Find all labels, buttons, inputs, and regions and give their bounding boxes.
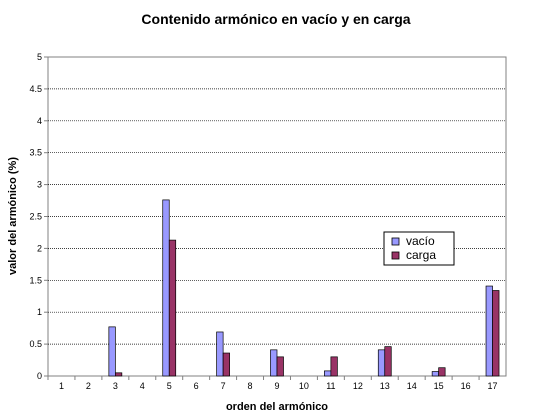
chart-title: Contenido armónico en vacío y en carga — [141, 11, 410, 27]
legend-swatch-carga — [391, 251, 400, 260]
bar-carga — [384, 346, 392, 377]
y-tick-label: 4 — [37, 116, 42, 126]
x-tick-label: 12 — [353, 381, 363, 391]
x-tick-label: 17 — [488, 381, 498, 391]
legend-box — [383, 231, 455, 266]
y-tick-label: 3 — [37, 180, 42, 190]
x-tick-label: 14 — [407, 381, 417, 391]
x-tick-label: 7 — [221, 381, 226, 391]
bar-carga — [115, 372, 123, 377]
x-tick-label: 10 — [299, 381, 309, 391]
x-tick-label: 3 — [113, 381, 118, 391]
bar-carga — [222, 352, 230, 377]
bar-carga — [330, 356, 338, 377]
bar-vacio — [431, 371, 439, 377]
bar-carga — [438, 367, 446, 377]
grid-lines — [44, 56, 506, 380]
y-tick-label: 2.5 — [29, 212, 42, 222]
y-tick-label: 3.5 — [29, 148, 42, 158]
bar-vacio — [108, 326, 116, 377]
y-tick-label: 5 — [37, 52, 42, 62]
y-tick-label: 1 — [37, 307, 42, 317]
x-tick-label: 6 — [194, 381, 199, 391]
legend-label-vacio: vacío — [406, 234, 435, 248]
bar-vacio — [216, 331, 224, 377]
x-tick-label: 5 — [167, 381, 172, 391]
y-tick-label: 1.5 — [29, 275, 42, 285]
x-tick-label: 8 — [248, 381, 253, 391]
legend-label-carga: carga — [406, 248, 436, 262]
legend: vacío carga — [383, 231, 455, 266]
x-tick-label: 2 — [86, 381, 91, 391]
bar-vacio — [324, 370, 332, 377]
y-tick-labels: 0 0.5 1 1.5 2 2.5 3 3.5 4 4.5 5 — [29, 52, 42, 381]
x-tick-labels: 1 2 3 4 5 6 7 8 9 10 11 12 13 14 15 16 17 — [59, 381, 498, 391]
y-axis-title: valor del armónico (%) — [7, 157, 19, 275]
x-tick-label: 1 — [59, 381, 64, 391]
x-tick-label: 11 — [326, 381, 335, 391]
bar-vacio — [270, 349, 278, 377]
bar-carga — [492, 290, 500, 377]
bar-vacio — [162, 199, 170, 377]
x-tick-label: 13 — [380, 381, 390, 391]
x-tick-label: 9 — [274, 381, 279, 391]
legend-swatch-vacio — [391, 237, 400, 246]
bar-carga — [276, 356, 284, 377]
bar-vacio — [377, 349, 386, 377]
x-tick-label: 16 — [461, 381, 471, 391]
y-tick-label: 2 — [37, 243, 42, 253]
x-axis-title: orden del armónico — [226, 401, 328, 413]
bar-carga — [168, 239, 177, 377]
y-tick-label: 4.5 — [29, 84, 42, 94]
x-tick-label: 4 — [140, 381, 145, 391]
x-tick-label: 15 — [434, 381, 444, 391]
bar-vacio — [485, 285, 493, 377]
y-tick-label: 0 — [37, 371, 42, 381]
y-tick-label: 0.5 — [29, 339, 42, 349]
bars — [108, 199, 500, 377]
